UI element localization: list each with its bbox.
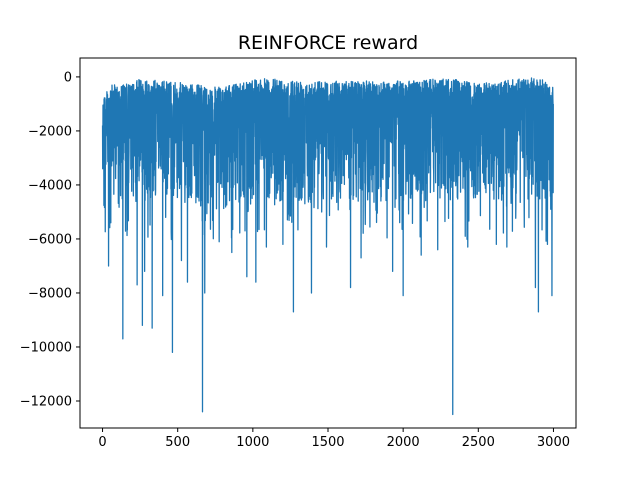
y-tick-label: −12000 [20, 394, 72, 409]
x-tick-label: 2000 [387, 435, 420, 450]
y-tick-label: −2000 [28, 124, 72, 139]
x-tick-label: 0 [98, 435, 106, 450]
plot-area [101, 77, 554, 416]
x-tick-label: 500 [165, 435, 190, 450]
y-tick-label: −8000 [28, 286, 72, 301]
x-tick-label: 1500 [311, 435, 344, 450]
y-tick-label: −10000 [20, 340, 72, 355]
x-tick-label: 2500 [462, 435, 495, 450]
x-axis: 0 500 1000 1500 2000 2500 3000 [98, 428, 570, 450]
y-tick-label: 0 [64, 70, 72, 85]
y-tick-label: −4000 [28, 178, 72, 193]
chart-title: REINFORCE reward [238, 32, 418, 54]
y-axis: 0 −2000 −4000 −6000 −8000 −10000 −12000 [20, 70, 80, 409]
x-tick-label: 3000 [537, 435, 570, 450]
reward-series-line [101, 77, 554, 416]
x-tick-label: 1000 [236, 435, 269, 450]
y-tick-label: −6000 [28, 232, 72, 247]
